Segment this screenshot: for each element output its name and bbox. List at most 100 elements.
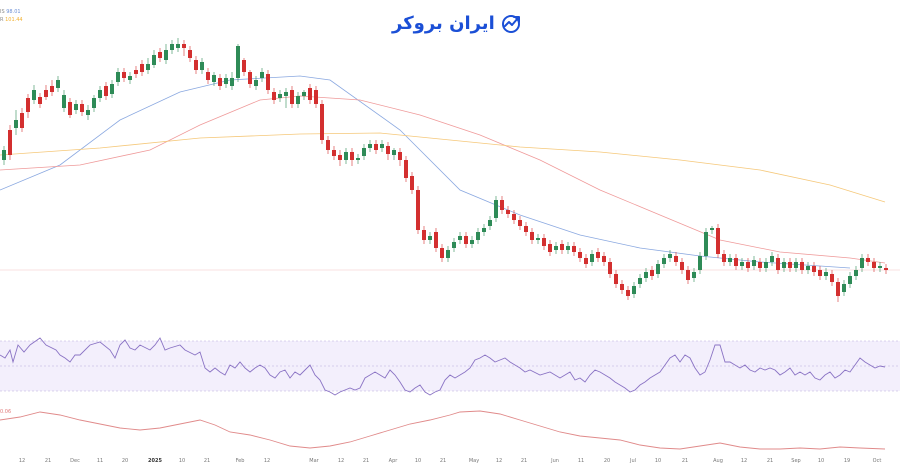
legend-line-2: R 101.44 [0, 16, 23, 24]
candle-body [812, 266, 816, 272]
time-axis-label: 12 [263, 458, 271, 464]
candle-body [338, 155, 342, 160]
candle-body [728, 258, 732, 262]
candle-body [560, 244, 564, 250]
candle-body [434, 232, 438, 248]
candle-body [98, 90, 102, 98]
candle-body [272, 92, 276, 100]
time-axis-label: Oct [872, 458, 882, 464]
time-axis-label: 10 [178, 458, 186, 464]
time-axis-label: 21 [439, 458, 447, 464]
candle-body [590, 254, 594, 262]
time-axis-label: 12 [337, 458, 345, 464]
time-axis-label: 20 [121, 458, 129, 464]
time-axis-label: 21 [766, 458, 774, 464]
candle-body [20, 113, 24, 128]
candle-body [134, 70, 138, 74]
candle-body [734, 258, 738, 266]
candle-body [314, 90, 318, 104]
time-axis-label: Aug [713, 458, 723, 464]
candle-body [290, 90, 294, 104]
candle-body [788, 262, 792, 268]
candle-body [92, 98, 96, 108]
candle-body [32, 90, 36, 100]
moving-average-line [0, 75, 851, 269]
candle-body [38, 97, 42, 104]
candle-body [164, 50, 168, 60]
candle-body [128, 76, 132, 80]
candle-body [8, 130, 12, 155]
candle-body [662, 258, 666, 264]
candle-body [506, 210, 510, 214]
candle-body [740, 262, 744, 266]
candle-body [656, 264, 660, 274]
candle-body [344, 152, 348, 160]
candle-body [254, 80, 258, 86]
candle-body [698, 256, 702, 270]
time-axis-label: 12 [18, 458, 26, 464]
candle-body [686, 270, 690, 280]
candle-body [212, 75, 216, 82]
candle-body [626, 290, 630, 296]
candle-body [854, 270, 858, 276]
time-axis-label: May [468, 458, 480, 464]
candle-body [872, 262, 876, 268]
candle-body [614, 274, 618, 284]
candle-body [758, 262, 762, 268]
candle-body [602, 256, 606, 262]
time-axis-label: 10 [654, 458, 662, 464]
time-axis-label: Jul [629, 458, 637, 464]
candle-body [488, 220, 492, 226]
candle-body [194, 60, 198, 70]
candle-body [332, 150, 336, 156]
time-axis-label: 21 [681, 458, 689, 464]
candle-body [2, 150, 6, 160]
time-axis-label: 11 [96, 458, 104, 464]
candle-body [836, 282, 840, 296]
candle-body [776, 258, 780, 270]
candle-body [278, 94, 282, 98]
time-axis-label: Jun [551, 458, 559, 464]
candle-body [548, 244, 552, 252]
candle-body [452, 242, 456, 248]
moving-average-line [0, 132, 886, 203]
time-axis-label: Sep [791, 458, 801, 464]
candle-body [770, 256, 774, 262]
candle-body [260, 72, 264, 78]
candle-body [704, 232, 708, 256]
candle-body [248, 72, 252, 84]
legend-label-2: R [0, 17, 4, 23]
candle-body [206, 72, 210, 80]
candle-body [224, 78, 228, 84]
candle-body [422, 230, 426, 240]
candle-body [182, 44, 186, 48]
legend-value-2: 101.44 [5, 17, 23, 23]
candle-body [146, 64, 150, 70]
candle-body [620, 284, 624, 290]
time-axis-label: 20 [603, 458, 611, 464]
candle-body [638, 278, 642, 284]
candle-body [752, 260, 756, 266]
candle-body [500, 200, 504, 210]
brand-logo-text: ایران بروکر [392, 12, 495, 34]
legend-value-1: 98.01 [6, 9, 21, 15]
candle-body [218, 78, 222, 86]
candle-body [158, 52, 162, 58]
candle-body [584, 258, 588, 264]
candle-body [374, 144, 378, 150]
time-axis-label: 12 [495, 458, 503, 464]
time-axis-label: 11 [577, 458, 585, 464]
time-axis-label: 21 [44, 458, 52, 464]
candle-body [284, 92, 288, 96]
indicator-legend: IS 98.01 R 101.44 [0, 8, 23, 24]
candle-body [830, 274, 834, 282]
candle-body [482, 228, 486, 232]
candle-body [572, 246, 576, 252]
candle-body [848, 276, 852, 284]
time-axis-label: Dec [70, 458, 80, 464]
candle-body [404, 160, 408, 178]
candle-body [116, 72, 120, 82]
candle-body [566, 246, 570, 250]
candle-body [266, 74, 270, 90]
